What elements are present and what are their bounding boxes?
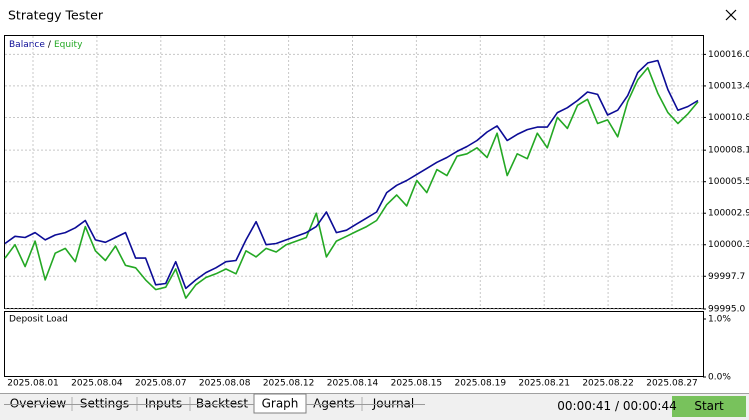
- x-tick-label: 2025.08.27: [646, 379, 698, 389]
- x-tick-label: 2025.08.04: [71, 379, 123, 389]
- legend: Balance / Equity: [9, 40, 83, 50]
- title-bar: [0, 0, 749, 32]
- y-tick-label: 1.0%: [708, 315, 731, 325]
- timer: 00:00:41 / 00:00:44: [557, 399, 676, 413]
- tab[interactable]: Settings: [80, 397, 129, 411]
- tab-selected: [253, 393, 307, 414]
- x-tick-label: 2025.08.15: [391, 379, 443, 389]
- close-icon: [725, 9, 737, 21]
- x-tick-label: 2025.08.07: [135, 379, 187, 389]
- sub-frame: [4, 311, 704, 377]
- y-tick-label: 100016.0: [708, 50, 749, 60]
- y-tick-label: 0.0%: [708, 373, 731, 383]
- tab[interactable]: Agents: [313, 397, 355, 411]
- y-tick-label: 99995.0: [708, 305, 745, 315]
- y-tick-label: 100013.4: [708, 81, 749, 91]
- legend-separator: /: [48, 40, 52, 50]
- legend-entry: Equity: [54, 40, 83, 50]
- y-tick-label: 99997.7: [708, 272, 745, 282]
- y-tick-label: 100010.8: [708, 113, 749, 123]
- x-tick-label: 2025.08.14: [327, 379, 379, 389]
- tab[interactable]: Overview: [10, 397, 67, 411]
- y-tick-label: 100008.1: [708, 146, 749, 156]
- sub-title: Deposit Load: [9, 315, 68, 325]
- x-tick-label: 2025.08.01: [7, 379, 59, 389]
- series-line: [4, 59, 699, 290]
- window-title: Strategy Tester: [8, 8, 104, 23]
- tab[interactable]: Graph: [262, 397, 299, 411]
- x-tick-label: 2025.08.19: [455, 379, 507, 389]
- y-tick-label: 100002.9: [708, 209, 749, 219]
- x-tick-label: 2025.08.12: [263, 379, 315, 389]
- tab[interactable]: Backtest: [196, 397, 248, 411]
- start-button[interactable]: [672, 396, 746, 417]
- tab[interactable]: Journal: [372, 397, 415, 411]
- legend-entry: Balance: [9, 40, 45, 50]
- y-tick-label: 100000.3: [708, 240, 749, 250]
- tab[interactable]: Inputs: [145, 397, 182, 411]
- close-button[interactable]: [725, 9, 737, 21]
- series-line: [4, 66, 699, 299]
- start-button-label: Start: [694, 399, 724, 413]
- x-tick-label: 2025.08.08: [199, 379, 251, 389]
- x-tick-label: 2025.08.22: [582, 379, 634, 389]
- y-tick-label: 100005.5: [708, 177, 749, 187]
- x-tick-label: 2025.08.21: [518, 379, 570, 389]
